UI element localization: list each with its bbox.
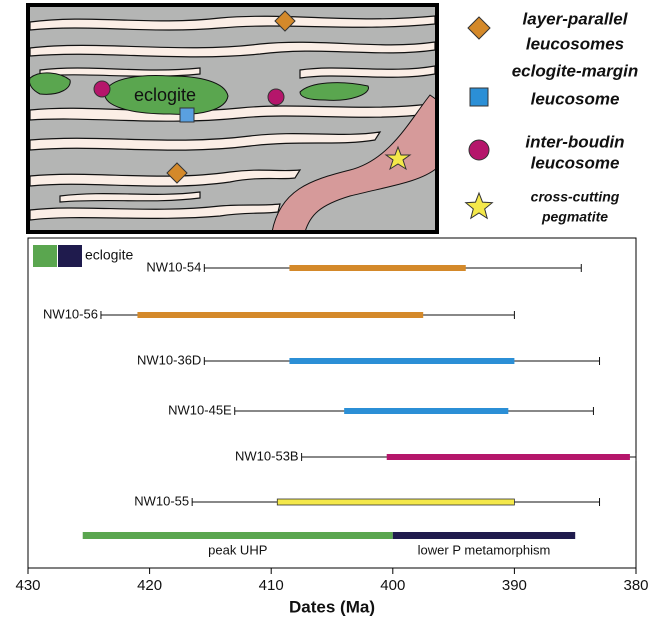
x-tick-label: 390	[502, 577, 527, 594]
x-tick-label: 410	[259, 577, 284, 594]
legend-label: pegmatite	[541, 209, 608, 225]
page: {"diagram": {"label": "eclogite"}, "lege…	[0, 0, 671, 623]
sample-label: NW10-53B	[235, 448, 299, 463]
phase-bar	[393, 532, 575, 539]
legend-marker	[470, 88, 488, 106]
x-axis-title: Dates (Ma)	[289, 597, 375, 616]
legend-label: leucosome	[531, 153, 620, 172]
phase-label: peak UHP	[208, 542, 267, 557]
legend-label: eclogite-margin	[512, 61, 639, 80]
x-tick-label: 430	[15, 577, 40, 594]
legend-label: layer-parallel	[523, 9, 629, 28]
sample-label: NW10-45E	[168, 402, 232, 417]
eclogite-swatch	[33, 245, 57, 267]
sample-label: NW10-54	[146, 259, 201, 274]
legend-label: leucosomes	[526, 34, 624, 53]
range-bar	[289, 358, 514, 364]
phase-label: lower P metamorphism	[418, 542, 551, 557]
legend-label: inter-boudin	[525, 132, 624, 151]
legend-label: cross-cutting	[531, 189, 620, 205]
legend-marker	[468, 17, 490, 39]
plot-frame	[28, 238, 636, 568]
eclogite-swatch	[58, 245, 82, 267]
sample-marker	[180, 108, 194, 122]
x-tick-label: 420	[137, 577, 162, 594]
sample-label: NW10-36D	[137, 352, 201, 367]
sample-marker	[94, 81, 110, 97]
sample-label: NW10-55	[134, 493, 189, 508]
eclogite-legend-label: eclogite	[85, 247, 133, 263]
x-tick-label: 400	[380, 577, 405, 594]
sample-label: NW10-56	[43, 306, 98, 321]
legend-marker	[469, 140, 489, 160]
range-bar	[289, 265, 465, 271]
range-bar	[277, 499, 514, 505]
eclogite-label: eclogite	[134, 85, 196, 105]
range-bar	[137, 312, 423, 318]
legend-label: leucosome	[531, 89, 620, 108]
range-bar	[344, 408, 508, 414]
range-bar	[387, 454, 630, 460]
schematic: eclogite	[28, 5, 437, 232]
sample-marker	[268, 89, 284, 105]
x-tick-label: 380	[623, 577, 648, 594]
figure: eclogite layer-parallel leucosomes eclogit…	[0, 0, 671, 623]
phase-bar	[83, 532, 393, 539]
legend: layer-parallel leucosomes eclogite-margin l…	[466, 9, 639, 224]
legend-marker	[466, 193, 493, 218]
